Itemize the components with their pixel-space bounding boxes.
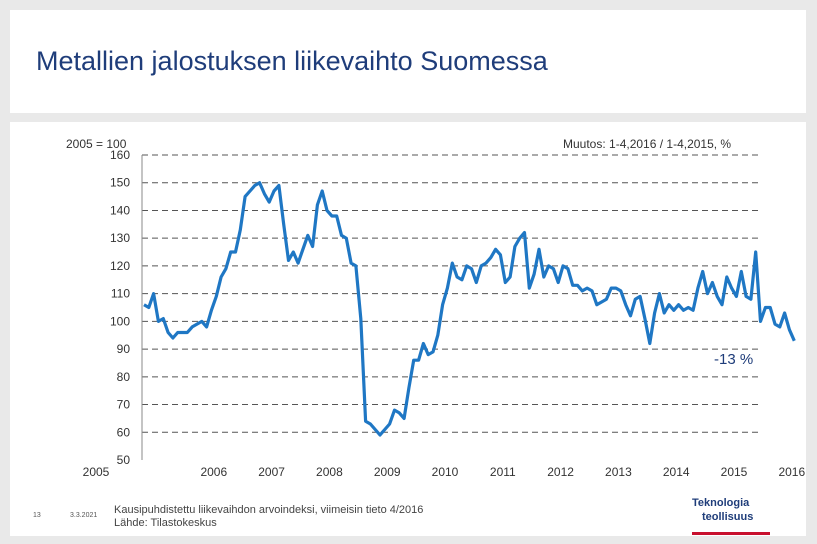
x-tick-label: 2007 [258,465,285,479]
x-tick-label: 2009 [374,465,401,479]
x-tick-label: 2012 [547,465,574,479]
x-tick-labels: 2005 2006 2007 2008 2009 2010 2011 2012 2013 2014… [83,465,806,479]
y-tick-label: 80 [117,370,131,384]
y-tick-labels: 160 150 140 130 120 110 100 90 80 70 60 50 [110,148,130,467]
logo-line1: Teknologia [692,497,750,509]
y-tick-label: 160 [110,148,130,162]
x-tick-label: 2013 [605,465,632,479]
gridlines [141,154,762,460]
change-label: Muutos: 1-4,2016 / 1-4,2015, % [563,137,732,151]
x-tick-label: 2011 [490,465,516,479]
company-logo: Teknologia teollisuus [692,496,770,538]
footnote-line2: Lähde: Tilastokeskus [114,517,217,529]
series-line-group [143,181,796,437]
x-tick-label: 2010 [432,465,459,479]
y-tick-label: 130 [110,231,130,245]
slide-title: Metallien jalostuksen liikevaihto Suomes… [36,46,548,76]
logo-line2: teollisuus [702,511,754,523]
series-line [143,181,796,437]
slide-date: 3.3.2021 [70,512,98,519]
x-tick-label: 2014 [663,465,690,479]
y-tick-label: 100 [110,314,130,328]
y-tick-label: 120 [110,259,130,273]
y-tick-label: 90 [117,342,131,356]
y-tick-label: 110 [111,287,130,301]
x-tick-label: 2016 [778,465,805,479]
chart-panel [10,122,806,536]
base-label: 2005 = 100 [66,137,127,151]
change-value: -13 % [714,351,754,368]
footnote-line1: Kausipuhdistettu liikevaihdon arvoindeks… [114,504,424,516]
x-tick-label: 2015 [721,465,748,479]
logo-red-bar [692,532,770,535]
y-tick-label: 140 [110,203,130,217]
y-tick-label: 70 [117,398,131,412]
y-tick-label: 60 [117,425,131,439]
y-tick-label: 150 [110,176,130,190]
x-tick-label: 2008 [316,465,343,479]
slide-number: 13 [33,512,41,519]
title-panel [10,10,806,113]
x-tick-label: 2005 [83,465,110,479]
y-tick-label: 50 [117,453,131,467]
x-tick-label: 2006 [200,465,227,479]
